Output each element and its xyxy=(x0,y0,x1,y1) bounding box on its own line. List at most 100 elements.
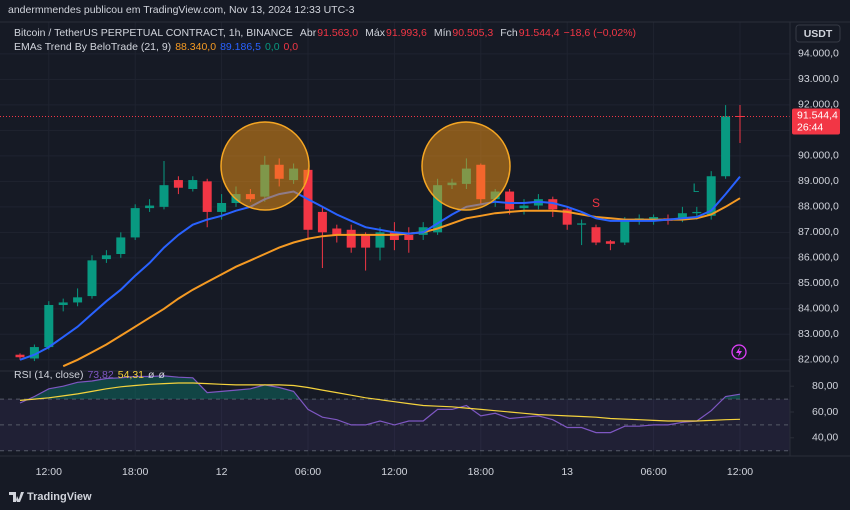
candle-body xyxy=(217,203,227,212)
header: andermmendes publicou em TradingView.com… xyxy=(8,4,355,16)
highlight-circle xyxy=(421,121,511,211)
candle-body xyxy=(692,211,702,214)
candle-body xyxy=(577,223,587,225)
rsi-value: ø xyxy=(148,369,155,381)
candle-body xyxy=(505,191,515,210)
ohlc: Mín 90.505,3 xyxy=(434,27,493,39)
rsi-value: 73,82 xyxy=(87,369,114,381)
y-tick-label: 84.000,0 xyxy=(798,303,839,315)
candle-body xyxy=(706,176,716,216)
ohlc-value: 91.993,6 xyxy=(385,27,427,39)
candle-body xyxy=(735,115,745,117)
currency: USDT xyxy=(804,28,833,40)
ohlc-value: 90.505,3 xyxy=(452,27,494,39)
candle-body xyxy=(130,208,140,238)
brand-logo xyxy=(9,492,24,502)
change: −18,6 (−0,02%) xyxy=(563,27,637,39)
candle-body xyxy=(375,232,385,248)
y-tick-label: 89.000,0 xyxy=(798,175,839,187)
y-tick-label: 87.000,0 xyxy=(798,226,839,238)
candle-body xyxy=(605,241,615,244)
x-tick-label: 13 xyxy=(561,466,573,478)
y-tick-label: 94.000,0 xyxy=(798,48,839,60)
candle-body xyxy=(677,213,687,219)
ohlc-label: Máx xyxy=(365,27,385,39)
ohlc-value: 91.563,0 xyxy=(317,27,359,39)
candle-body xyxy=(548,199,558,210)
ema-line xyxy=(19,175,741,361)
candle-body xyxy=(361,234,371,248)
symbol: Bitcoin / TetherUS PERPETUAL CONTRACT, 1… xyxy=(14,27,293,39)
x-tick-label: 18:00 xyxy=(468,466,494,478)
candle-body xyxy=(145,205,155,209)
alert-icon xyxy=(736,347,742,357)
x-tick-label: 18:00 xyxy=(122,466,148,478)
candle-body xyxy=(44,304,54,348)
rsi-value: 54,31 xyxy=(117,369,145,381)
x-tick-label: 12:00 xyxy=(727,466,753,478)
candle-body xyxy=(29,347,39,359)
candle-body xyxy=(346,229,356,248)
x-tick-label: 12:00 xyxy=(36,466,62,478)
candle-body xyxy=(721,116,731,177)
candle-body xyxy=(58,302,68,305)
ohlc-value: 91.544,4 xyxy=(518,27,560,39)
currency-button[interactable] xyxy=(795,24,841,43)
candle-body xyxy=(188,180,198,189)
ema-line xyxy=(62,197,741,368)
x-tick-label: 12:00 xyxy=(381,466,407,478)
candle-body xyxy=(173,180,183,188)
candle-body xyxy=(433,185,443,233)
rsi-line xyxy=(19,375,741,434)
ohlc: Fch 91.544,4 xyxy=(500,27,559,39)
signal-label: L xyxy=(693,181,700,195)
y-tick-label: 93.000,0 xyxy=(798,73,839,85)
ema-value: 88.340,0 xyxy=(175,41,217,53)
ema-value: 89.186,5 xyxy=(220,41,261,53)
ema-value: 0,0 xyxy=(283,41,299,53)
candle-body xyxy=(620,220,630,243)
x-tick-label: 12 xyxy=(216,466,228,478)
symbol-legend: Bitcoin / TetherUS PERPETUAL CONTRACT, 1… xyxy=(14,27,636,39)
ema-legend: EMAs Trend By BeloTrade (21, 9) 88.340,0… xyxy=(14,41,298,53)
brand: TradingView xyxy=(27,491,92,503)
candle-body xyxy=(332,228,342,235)
rsi-ma-line xyxy=(19,382,741,422)
ohlc: Abr 91.563,0 xyxy=(300,27,358,39)
ohlc: Máx 91.993,6 xyxy=(365,27,427,39)
candle-body xyxy=(116,237,126,254)
candle-body xyxy=(202,181,212,212)
candle-body xyxy=(73,297,83,303)
price-label: 91.544,4 xyxy=(797,109,838,121)
candle-body xyxy=(418,227,428,235)
ema-value: 0,0 xyxy=(264,41,280,53)
candle-body xyxy=(562,209,572,225)
ohlc-label: Mín xyxy=(433,27,452,39)
x-tick-label: 06:00 xyxy=(295,466,321,478)
rsi-value: ø xyxy=(158,369,165,381)
signal-label: S xyxy=(592,196,600,210)
y-tick-label: 80,00 xyxy=(812,380,838,392)
y-tick-label: 85.000,0 xyxy=(798,277,839,289)
y-tick-label: 82.000,0 xyxy=(798,354,839,366)
alert-icon[interactable] xyxy=(731,344,747,360)
price-label-box xyxy=(792,108,840,135)
y-tick-label: 92.000,0 xyxy=(798,99,839,111)
rsi-title: RSI (14, close) xyxy=(14,369,84,381)
candle-body xyxy=(317,211,327,233)
countdown: 26:44 xyxy=(797,121,823,133)
rsi-overbought-fill xyxy=(28,375,740,400)
candle-body xyxy=(101,255,111,260)
candle-body xyxy=(404,234,414,240)
highlight-circle xyxy=(220,121,310,211)
candle-body xyxy=(159,185,169,207)
x-tick-label: 06:00 xyxy=(640,466,666,478)
ohlc-label: Abr xyxy=(299,27,317,39)
y-tick-label: 83.000,0 xyxy=(798,328,839,340)
publish-line: andermmendes publicou em TradingView.com… xyxy=(8,4,355,16)
candle-body xyxy=(591,227,601,243)
y-tick-label: 90.000,0 xyxy=(798,150,839,162)
marks xyxy=(0,105,790,434)
